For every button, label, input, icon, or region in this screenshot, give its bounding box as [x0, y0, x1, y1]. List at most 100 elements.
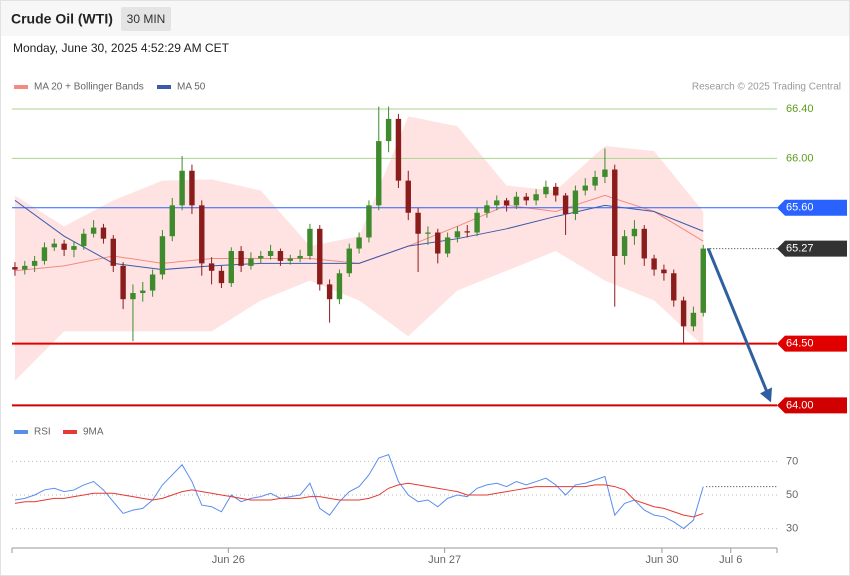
level-label: 65.60 — [786, 202, 814, 214]
candle-body — [208, 263, 215, 271]
candle-body — [71, 246, 77, 250]
candle-body — [110, 238, 116, 266]
projection-arrow — [706, 247, 770, 395]
candle-body — [651, 258, 657, 270]
date: Monday, June 30, 2025 4:52:29 AM CET — [13, 41, 230, 55]
candle-body — [81, 233, 87, 247]
candle-body — [631, 228, 638, 237]
candle-body — [258, 255, 264, 259]
candle-body — [22, 265, 28, 270]
candle-body — [494, 200, 500, 206]
candle-body — [120, 265, 126, 300]
candle-body — [41, 247, 48, 261]
candle-body — [61, 243, 67, 250]
candle-body — [130, 293, 136, 300]
candle-body — [90, 227, 97, 234]
candle-body — [366, 205, 372, 238]
moving-average — [14, 199, 704, 271]
candle-body — [228, 251, 234, 284]
candle-body — [543, 186, 549, 195]
level-label: 64.50 — [786, 338, 814, 350]
candle-body — [31, 260, 38, 266]
candle-body — [562, 195, 569, 214]
candle-body — [572, 190, 579, 214]
candle-body — [680, 300, 687, 327]
candle-body — [277, 251, 284, 261]
candle-body — [189, 170, 195, 206]
legend-label: MA 50 — [177, 82, 206, 93]
annotation: Research © 2025 Trading Central — [692, 82, 841, 93]
candle-body — [621, 236, 628, 256]
last-price-label: 65.27 — [786, 242, 814, 254]
candle-body — [612, 169, 618, 256]
candle-body — [553, 186, 559, 196]
candle-body — [602, 169, 608, 177]
last-price-box — [777, 240, 847, 257]
legend-swatch — [14, 85, 28, 89]
candle-body — [435, 232, 441, 254]
x-tick-label: Jul 6 — [719, 554, 742, 566]
candle-body — [523, 196, 529, 201]
level-label: 64.00 — [786, 399, 814, 411]
y-tick-label: 70 — [786, 455, 798, 467]
legend-swatch — [157, 85, 171, 89]
candle-body — [690, 312, 697, 327]
candle-body — [179, 170, 185, 206]
candle-body — [484, 205, 490, 213]
candle-body — [661, 269, 667, 274]
candle-body — [51, 243, 57, 248]
candle-body — [12, 267, 18, 270]
candle-body — [464, 231, 470, 233]
candle-body — [474, 212, 480, 233]
y-tick-label: 30 — [786, 522, 798, 534]
candle-body — [267, 251, 274, 256]
candle-body — [513, 196, 520, 206]
candle-body — [238, 251, 244, 266]
candle-body — [395, 118, 402, 181]
legend-swatch — [14, 430, 28, 434]
candle-body — [336, 273, 343, 300]
interval-box — [121, 7, 171, 31]
candle-body — [159, 236, 166, 275]
candle-body — [405, 180, 411, 213]
indicator-line — [14, 482, 704, 518]
level-label: 66.00 — [786, 152, 814, 164]
main-layer: MA 20 + Bollinger Bands MA 50 66.40 66.00 65… — [11, 82, 847, 566]
candle-body — [671, 273, 677, 301]
projection-arrowhead — [760, 387, 772, 403]
candle-body — [317, 228, 323, 285]
candle-body — [307, 228, 313, 256]
candle-body — [218, 270, 225, 284]
candle-body — [444, 237, 451, 254]
x-tick-label: Jun 26 — [212, 554, 245, 566]
candle-body — [346, 248, 352, 274]
candle-body — [415, 212, 421, 234]
legend-label: RSI — [34, 427, 51, 438]
x-tick-label: Jun 27 — [428, 554, 461, 566]
level-label-box — [777, 199, 847, 216]
candle-body — [700, 248, 706, 313]
candle-body — [326, 284, 333, 300]
candle-body — [503, 200, 510, 206]
title: Crude Oil (WTI) — [11, 11, 113, 27]
candle-body — [149, 274, 156, 291]
level-label: 66.40 — [786, 103, 814, 115]
level-label-box — [777, 397, 847, 414]
candle-body — [100, 227, 107, 239]
candle-body — [199, 205, 205, 264]
level-label-box — [777, 335, 847, 352]
legend-swatch — [63, 430, 77, 434]
candle-body — [287, 258, 293, 261]
candle-body — [592, 176, 598, 186]
candle-body — [454, 231, 461, 238]
candle-body — [582, 185, 588, 191]
legend-label: 9MA — [83, 427, 104, 438]
candle-body — [641, 228, 647, 259]
candle-body — [376, 141, 382, 206]
candle-body — [425, 232, 431, 234]
candle-body — [356, 237, 362, 249]
indicator-line — [14, 454, 704, 530]
candle-body — [140, 290, 146, 294]
